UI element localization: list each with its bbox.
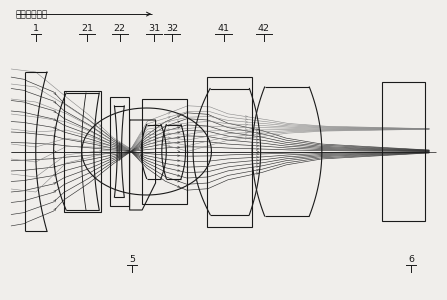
Text: 6: 6 — [408, 255, 414, 264]
Bar — [207, 76, 252, 226]
Bar — [142, 99, 187, 204]
Text: 41: 41 — [218, 24, 229, 33]
Bar — [382, 82, 425, 220]
Text: 1: 1 — [33, 24, 39, 33]
Text: 光线传播方向: 光线传播方向 — [16, 11, 48, 20]
Bar — [110, 97, 129, 206]
Text: 5: 5 — [129, 255, 135, 264]
Text: 32: 32 — [166, 24, 178, 33]
Text: 21: 21 — [81, 24, 93, 33]
Text: 22: 22 — [114, 24, 126, 33]
Bar — [64, 92, 101, 212]
Text: 42: 42 — [258, 24, 270, 33]
Text: 31: 31 — [148, 24, 160, 33]
